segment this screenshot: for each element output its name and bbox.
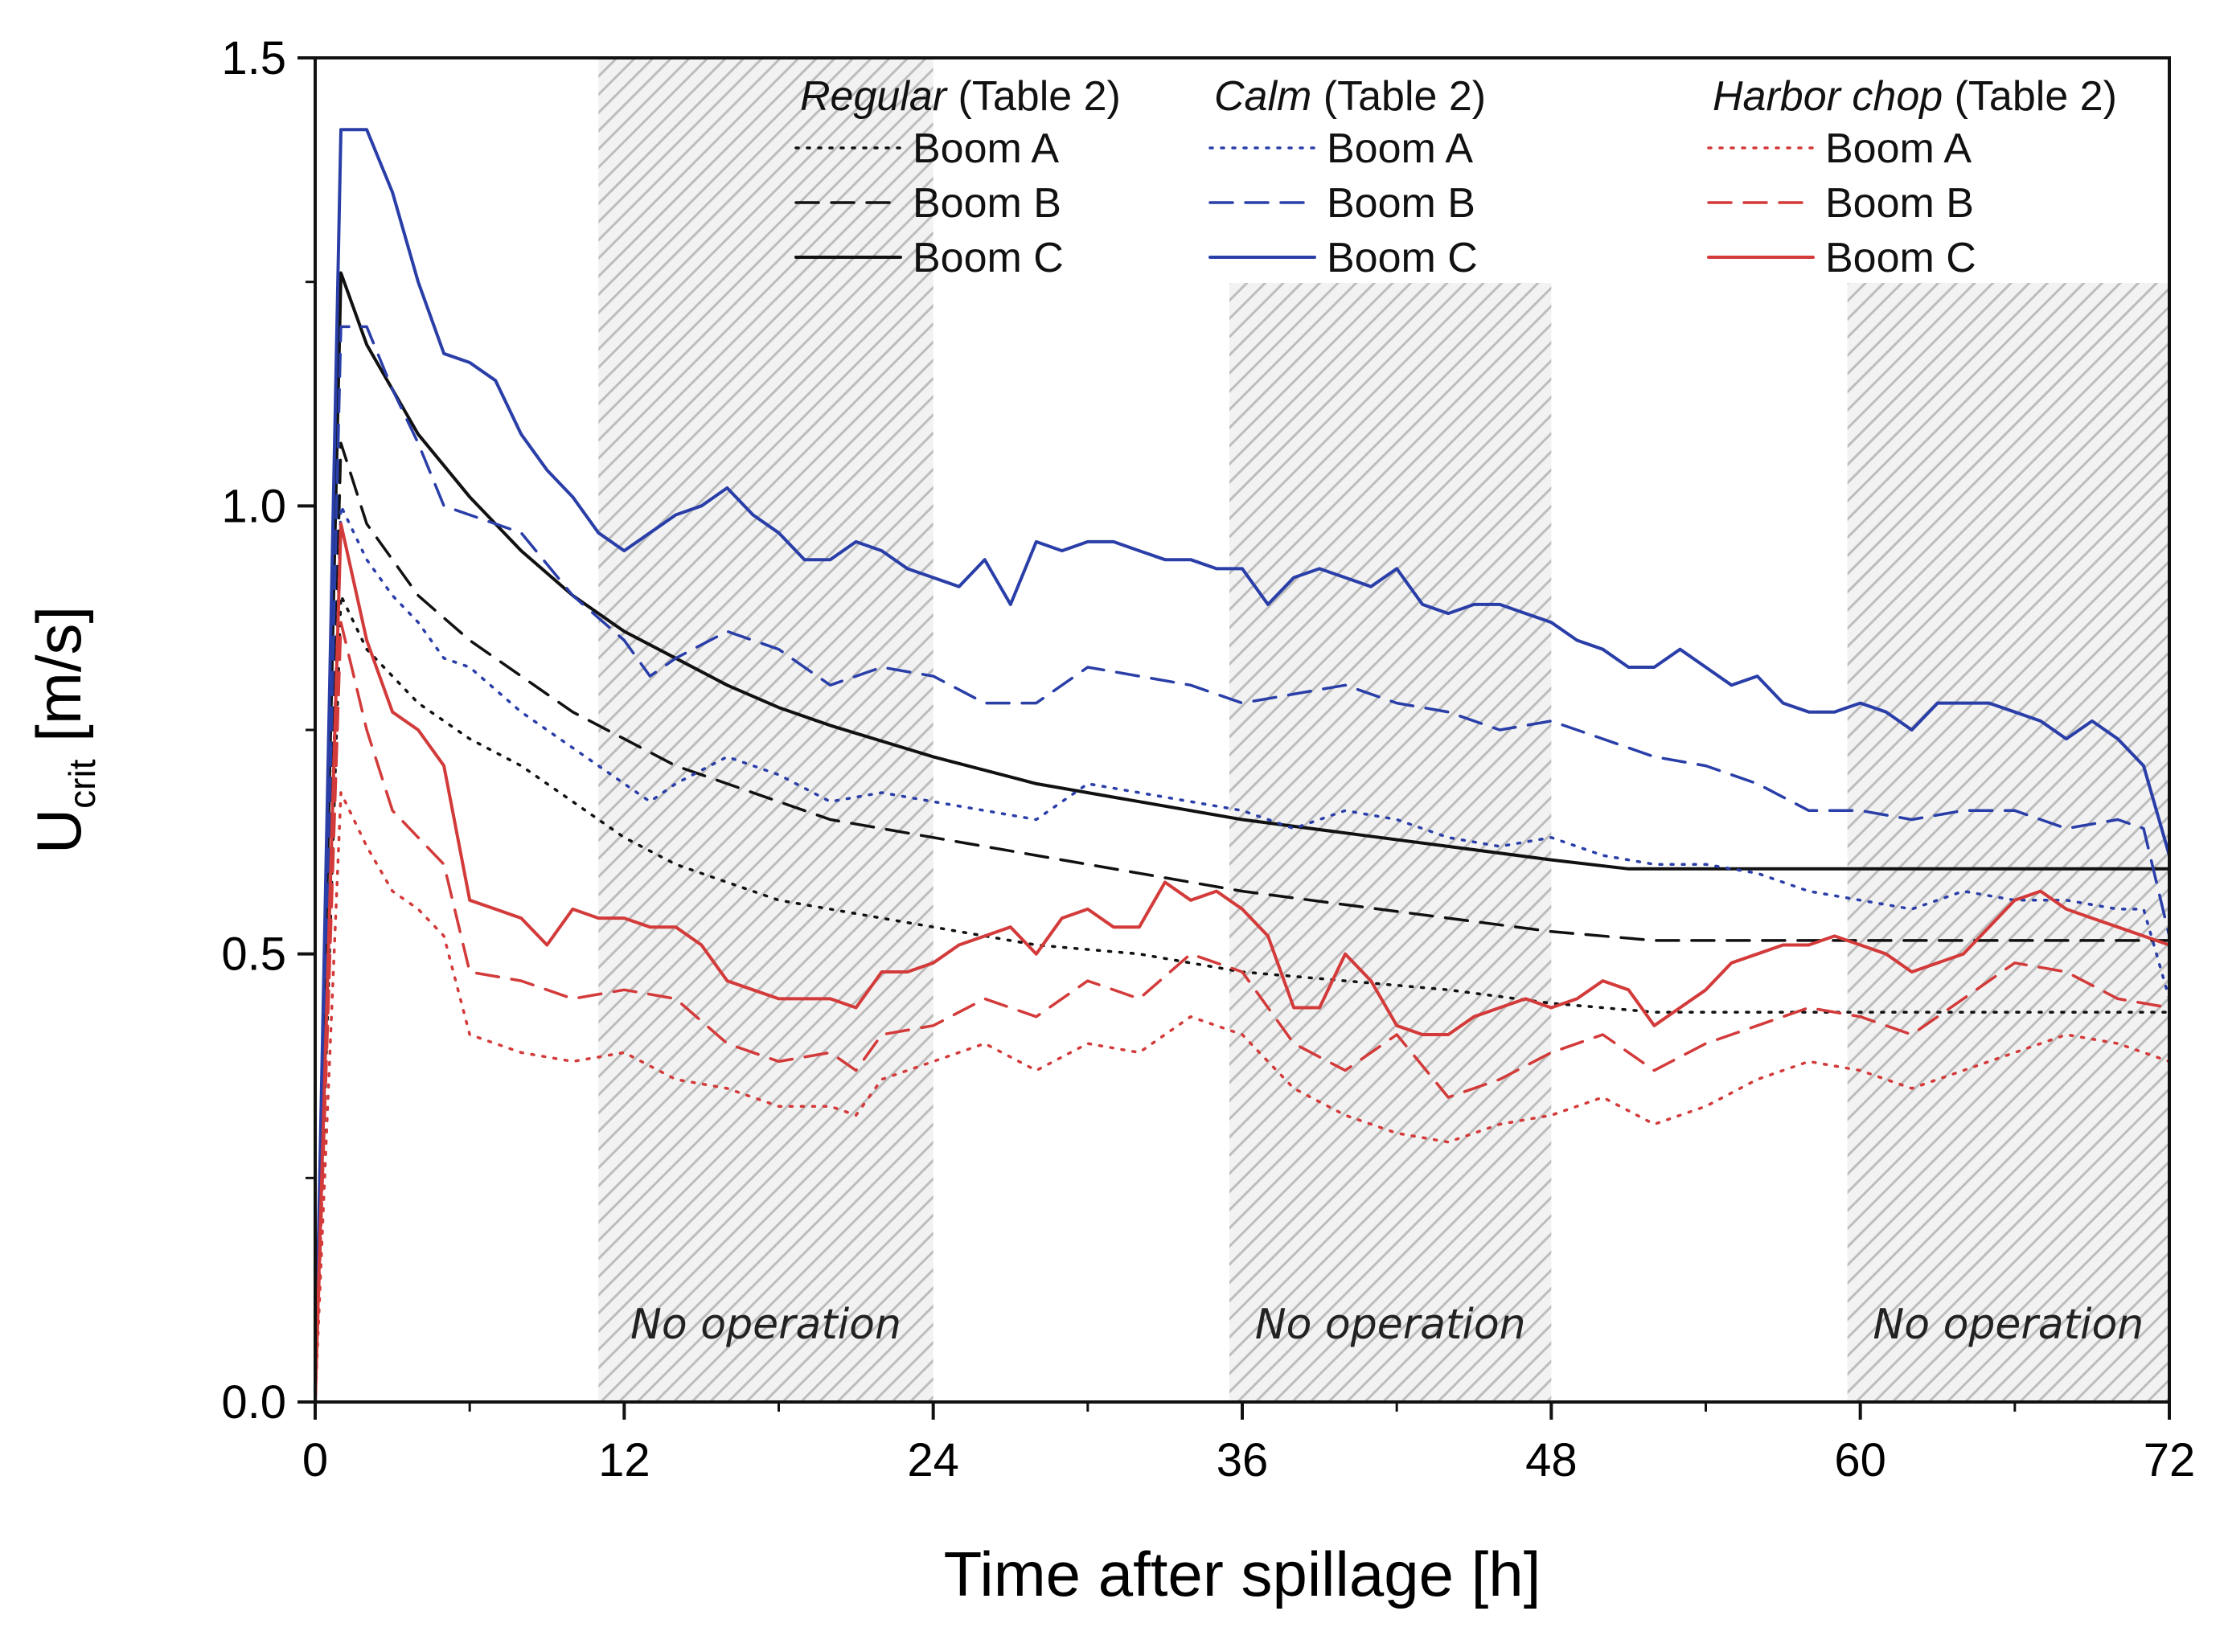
- x-tick-label: 60: [1834, 1434, 1886, 1486]
- series-line: [315, 504, 2169, 1402]
- y-axis-title-sub: crit: [61, 759, 103, 809]
- legend-item-label: Boom C: [1825, 235, 1976, 281]
- x-tick-label: 72: [2144, 1434, 2196, 1486]
- series-line: [315, 791, 2169, 1402]
- x-axis-title: Time after spillage [h]: [944, 1539, 1541, 1609]
- legend: Regular (Table 2) Boom A Boom B Boom C Calm …: [794, 73, 2117, 281]
- no-operation-label: No operation: [1873, 1301, 2144, 1349]
- legend-item-label: Boom B: [1327, 180, 1475, 227]
- x-tick-label: 36: [1217, 1434, 1269, 1486]
- legend-group-name: Regular: [800, 73, 949, 120]
- series-line: [315, 441, 2169, 1402]
- y-axis-title: Ucrit [m/s]: [23, 606, 103, 854]
- legend-item-label: Boom B: [913, 180, 1061, 227]
- no-operation-label: No operation: [1255, 1301, 1526, 1349]
- x-tick-label: 0: [302, 1434, 328, 1486]
- series-line: [315, 271, 2169, 1402]
- y-tick-label: 0.0: [221, 1376, 286, 1429]
- no-operation-bands: No operation No operation No operation: [598, 58, 2169, 1402]
- legend-item-label: Boom B: [1825, 180, 1974, 227]
- legend-group-suffix: (Table 2): [1943, 73, 2117, 120]
- no-operation-band: [1229, 283, 1552, 1402]
- x-tick-label: 12: [598, 1434, 650, 1486]
- series-line: [315, 594, 2169, 1402]
- series-line: [315, 325, 2169, 1402]
- x-tick-label: 24: [907, 1434, 959, 1486]
- series-layer: [315, 128, 2169, 1402]
- y-tick-label: 1.0: [221, 480, 286, 532]
- legend-group-title: Calm (Table 2): [1214, 73, 1486, 120]
- legend-group-title: Regular (Table 2): [800, 73, 1121, 120]
- series-line: [315, 522, 2169, 1402]
- y-tick-label: 1.5: [221, 32, 286, 84]
- y-axis-title-main: U: [23, 809, 94, 854]
- no-operation-band: [1847, 283, 2169, 1402]
- legend-item-label: Boom A: [1825, 125, 1972, 172]
- x-tick-label: 48: [1525, 1434, 1578, 1486]
- y-axis-title-unit: [m/s]: [23, 606, 94, 760]
- no-operation-band: [598, 58, 934, 1402]
- legend-group-name: Harbor chop: [1713, 73, 1943, 120]
- series-line: [315, 621, 2169, 1402]
- legend-group-name: Calm: [1214, 73, 1311, 120]
- y-tick-label: 0.5: [221, 928, 286, 981]
- legend-group-title: Harbor chop (Table 2): [1713, 73, 2117, 120]
- no-operation-label: No operation: [630, 1301, 901, 1349]
- legend-item-label: Boom C: [913, 235, 1064, 281]
- legend-item-label: Boom A: [1327, 125, 1473, 172]
- legend-item-label: Boom C: [1327, 235, 1478, 281]
- legend-item-label: Boom A: [913, 125, 1059, 172]
- legend-group-suffix: (Table 2): [946, 73, 1121, 120]
- legend-group-suffix: (Table 2): [1311, 73, 1486, 120]
- axes: 0 12 24 36 48 60 72 0.0 0.5 1.0 1.5: [221, 32, 2195, 1486]
- series-line: [315, 128, 2169, 1402]
